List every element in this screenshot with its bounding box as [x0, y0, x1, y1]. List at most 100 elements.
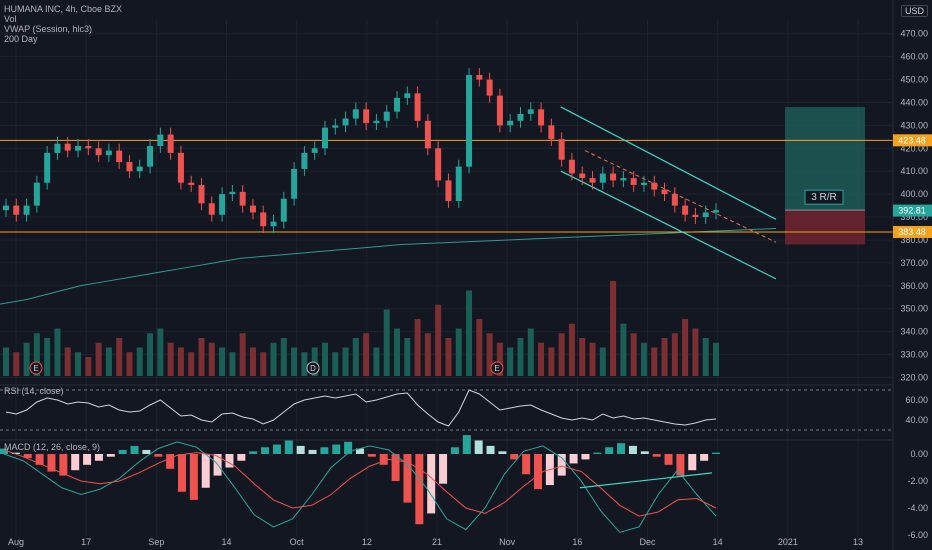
- price-tick-label: 450.00: [900, 75, 928, 85]
- candle-body: [692, 214, 699, 218]
- volume-bar: [352, 338, 359, 376]
- volume-bar: [54, 328, 61, 376]
- position-tool[interactable]: 3 R/R: [785, 107, 865, 245]
- macd-histogram-bar: [712, 452, 720, 454]
- candle-body: [54, 143, 61, 153]
- trend-channel[interactable]: [560, 106, 777, 280]
- macd-tick-label: -2.00: [907, 476, 928, 486]
- macd-histogram-bar: [23, 454, 32, 459]
- volume-bars: [3, 281, 719, 376]
- time-tick-label: Dec: [639, 537, 656, 547]
- candle-body: [219, 194, 226, 215]
- channel-mid-line: [584, 150, 777, 243]
- macd-histogram-bar: [617, 443, 626, 454]
- volume-bar: [414, 319, 421, 376]
- volume-bar: [527, 328, 534, 376]
- volume-bar: [301, 352, 308, 376]
- price-tick-label: 410.00: [900, 166, 928, 176]
- candle-body: [64, 143, 71, 151]
- macd-histogram-bar: [47, 454, 56, 472]
- macd-histogram-bar: [249, 451, 258, 454]
- volume-bar: [270, 342, 277, 376]
- candle-body: [352, 109, 359, 119]
- macd-histogram-bar: [201, 454, 210, 488]
- volume-bar: [208, 342, 215, 376]
- macd-histogram-bar: [486, 445, 495, 454]
- volume-bar: [188, 352, 195, 376]
- macd-histogram-bar: [284, 440, 293, 454]
- volume-bar: [116, 338, 123, 376]
- candle-body: [270, 221, 277, 227]
- macd-histogram-bar: [308, 449, 317, 454]
- time-tick-label: Aug: [8, 537, 24, 547]
- event-marker-label: D: [310, 364, 316, 373]
- volume-bar: [280, 338, 287, 376]
- volume-legend[interactable]: Vol: [4, 14, 17, 24]
- macd-histogram-bar: [628, 445, 637, 454]
- event-marker-label: E: [494, 364, 499, 373]
- symbol-title[interactable]: HUMANA INC, 4h, Cboe BZX: [4, 4, 123, 14]
- volume-bar: [692, 328, 699, 376]
- macd-histogram-bar: [510, 454, 519, 460]
- macd-histogram-bar: [450, 447, 459, 454]
- volume-bar: [239, 333, 246, 376]
- time-tick-label: 14: [221, 537, 231, 547]
- currency-badge[interactable]: USD: [900, 5, 928, 17]
- volume-bar: [517, 338, 524, 376]
- macd-histogram-bar: [166, 454, 175, 469]
- macd-histogram-bar: [225, 454, 234, 468]
- candle-body: [435, 148, 442, 181]
- candle-body: [136, 166, 143, 172]
- macd-tick-label: 0.00: [910, 449, 928, 459]
- candle-body: [239, 191, 246, 206]
- macd-histogram-bar: [320, 447, 329, 454]
- rsi-line: [5, 389, 717, 427]
- macd-histogram-bar: [462, 435, 471, 454]
- macd-histogram-bar: [130, 445, 139, 454]
- macd-histogram-bar: [391, 454, 400, 481]
- volume-bar: [363, 333, 370, 376]
- volume-bar: [85, 357, 92, 376]
- candle-body: [394, 97, 401, 112]
- macd-histogram-bar: [154, 454, 163, 457]
- price-tick-label: 380.00: [900, 235, 928, 245]
- vwap-legend[interactable]: VWAP (Session, hlc3): [4, 24, 93, 34]
- volume-bar: [105, 347, 112, 376]
- time-axis[interactable]: Aug 17 Sep 14 Oct 12 21 Nov 16 Dec 14 2021 13: [8, 537, 863, 547]
- macd-histogram-bar: [593, 452, 602, 454]
- volume-bar: [383, 309, 390, 376]
- macd-legend[interactable]: MACD (12, 26, close, 9): [4, 442, 101, 452]
- candle-body: [651, 182, 658, 190]
- macd-histogram-bar: [640, 451, 649, 454]
- macd-divergence-trendline: [579, 472, 713, 489]
- time-tick-label: 17: [81, 537, 91, 547]
- macd-histogram-bar: [106, 454, 115, 457]
- macd-histogram-bar: [118, 449, 127, 454]
- candle-body: [702, 212, 709, 218]
- macd-histogram-bar: [59, 454, 68, 476]
- rr-label: 3 R/R: [811, 192, 837, 203]
- volume-bar: [548, 347, 555, 376]
- volume-bar: [229, 352, 236, 376]
- volume-bar: [445, 338, 452, 376]
- candle-body: [476, 74, 483, 80]
- volume-bar: [404, 338, 411, 376]
- price-tick-label: 350.00: [900, 304, 928, 314]
- time-tick-label: 2021: [778, 537, 798, 547]
- horizontal-levels[interactable]: [0, 139, 893, 233]
- price-axis[interactable]: 470.00 460.00 450.00 440.00 430.00 420.00 410.…: [892, 0, 932, 550]
- rsi-legend[interactable]: RSI (14, close): [4, 386, 64, 396]
- ma-legend[interactable]: 200 Day: [4, 34, 38, 44]
- volume-bar: [136, 347, 143, 376]
- time-tick-label: 13: [853, 537, 863, 547]
- price-tick-label: 420.00: [900, 143, 928, 153]
- rsi-tick-label: 40.00: [905, 415, 928, 425]
- macd-histogram-bar: [296, 445, 305, 454]
- price-label-box: [893, 204, 932, 217]
- price-label-box: [893, 225, 932, 238]
- volume-bar: [671, 333, 678, 376]
- volume-bar: [33, 333, 40, 376]
- volume-bar: [342, 347, 349, 376]
